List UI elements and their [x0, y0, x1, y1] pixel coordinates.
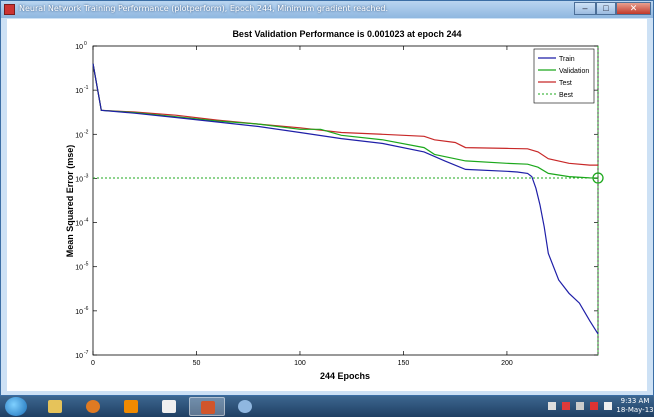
y-tick-exponent: -4 — [84, 218, 89, 224]
legend-label-train: Train — [559, 56, 575, 63]
matlab-icon — [201, 401, 215, 414]
y-tick-exponent: -3 — [84, 173, 89, 179]
x-tick-label: 50 — [193, 360, 201, 367]
plot-area — [93, 46, 598, 355]
y-tick-exponent: 0 — [84, 41, 87, 47]
taskbar-explorer[interactable] — [37, 397, 73, 416]
legend-label-test: Test — [559, 80, 572, 87]
y-tick-label: 10 — [75, 44, 83, 51]
y-tick-exponent: -7 — [84, 350, 89, 356]
x-tick-label: 100 — [294, 360, 306, 367]
vlc-icon — [124, 400, 138, 413]
taskbar-media-player[interactable] — [151, 397, 187, 416]
y-tick-exponent: -2 — [84, 129, 89, 135]
y-tick-label: 10 — [75, 132, 83, 139]
taskbar-matlab[interactable] — [189, 397, 225, 416]
minimize-button[interactable]: – — [574, 2, 596, 15]
y-tick-exponent: -6 — [84, 306, 89, 312]
x-tick-label: 200 — [501, 360, 513, 367]
y-tick-label: 10 — [75, 221, 83, 228]
y-tick-exponent: -5 — [84, 262, 89, 268]
system-tray — [548, 399, 614, 413]
title-bar[interactable]: Neural Network Training Performance (plo… — [1, 1, 653, 18]
legend-label-validation: Validation — [559, 68, 589, 75]
legend-label-best: Best — [559, 92, 573, 99]
x-tick-label: 150 — [398, 360, 410, 367]
matlab-figure-icon — [4, 4, 15, 15]
taskbar-firefox[interactable] — [75, 397, 111, 416]
show-hidden-icon[interactable] — [548, 402, 556, 410]
clock[interactable]: 9:33 AM 18-May-13 — [616, 397, 654, 415]
folder-icon — [48, 400, 62, 413]
y-tick-label: 10 — [75, 265, 83, 272]
paint-icon — [238, 400, 252, 413]
start-button[interactable] — [5, 397, 27, 416]
volume-icon[interactable] — [604, 402, 612, 410]
y-tick-label: 10 — [75, 353, 83, 360]
y-axis-label: Mean Squared Error (mse) — [65, 145, 75, 258]
taskbar: 9:33 AM 18-May-13 — [0, 396, 654, 417]
y-tick-label: 10 — [75, 309, 83, 316]
maximize-button[interactable]: □ — [596, 2, 616, 15]
y-tick-label: 10 — [75, 88, 83, 95]
firefox-icon — [86, 400, 100, 413]
media-player-icon — [162, 400, 176, 413]
x-tick-label: 0 — [91, 360, 95, 367]
x-axis-label: 244 Epochs — [320, 371, 370, 381]
battery-icon[interactable] — [590, 402, 598, 410]
y-tick-label: 10 — [75, 176, 83, 183]
figure-canvas: Best Validation Performance is 0.001023 … — [7, 19, 647, 391]
chart-title: Best Validation Performance is 0.001023 … — [232, 29, 461, 39]
clock-time: 9:33 AM — [616, 397, 654, 406]
clock-date: 18-May-13 — [616, 406, 654, 415]
flag-icon[interactable] — [562, 402, 570, 410]
close-button[interactable]: ✕ — [616, 2, 651, 15]
taskbar-vlc[interactable] — [113, 397, 149, 416]
window-title: Neural Network Training Performance (plo… — [19, 4, 388, 13]
y-tick-exponent: -1 — [84, 85, 89, 91]
figure-window: Neural Network Training Performance (plo… — [0, 0, 654, 396]
network-icon[interactable] — [576, 402, 584, 410]
performance-chart: Best Validation Performance is 0.001023 … — [7, 19, 647, 391]
taskbar-paint[interactable] — [227, 397, 263, 416]
